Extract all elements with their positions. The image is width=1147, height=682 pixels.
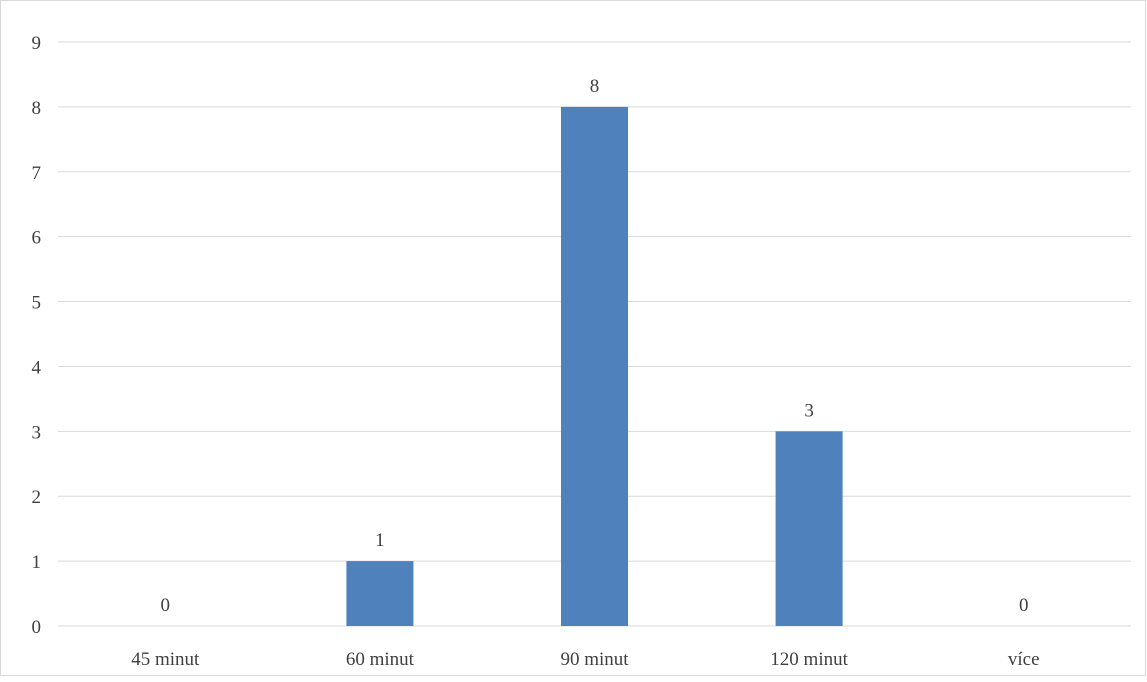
y-tick-label: 0 [32, 617, 42, 638]
y-tick-label: 3 [32, 422, 42, 443]
data-label: 3 [804, 400, 814, 421]
bar [561, 106, 628, 626]
data-label: 0 [1019, 595, 1029, 616]
bars [346, 106, 843, 626]
y-tick-label: 5 [32, 293, 42, 314]
x-tick-label: 90 minut [560, 649, 629, 670]
data-label: 0 [161, 595, 171, 616]
y-tick-label: 1 [32, 552, 42, 573]
data-label: 8 [590, 76, 600, 97]
x-tick-label: 120 minut [770, 649, 848, 670]
x-tick-label: 45 minut [131, 649, 200, 670]
bar [346, 561, 414, 626]
data-labels: 0 1 8 3 0 [161, 76, 1029, 616]
x-tick-label: více [1008, 649, 1040, 670]
y-tick-label: 6 [32, 228, 42, 249]
data-label: 1 [375, 530, 385, 551]
bar [775, 431, 843, 626]
y-tick-label: 7 [32, 163, 42, 184]
y-axis-ticks: 0 1 2 3 4 5 6 7 8 9 [32, 33, 42, 638]
x-tick-label: 60 minut [346, 649, 415, 670]
x-axis-ticks: 45 minut 60 minut 90 minut 120 minut více [131, 649, 1039, 670]
y-tick-label: 9 [32, 33, 42, 54]
y-tick-label: 8 [32, 98, 42, 119]
y-tick-label: 2 [32, 487, 42, 508]
y-tick-label: 4 [32, 357, 42, 378]
